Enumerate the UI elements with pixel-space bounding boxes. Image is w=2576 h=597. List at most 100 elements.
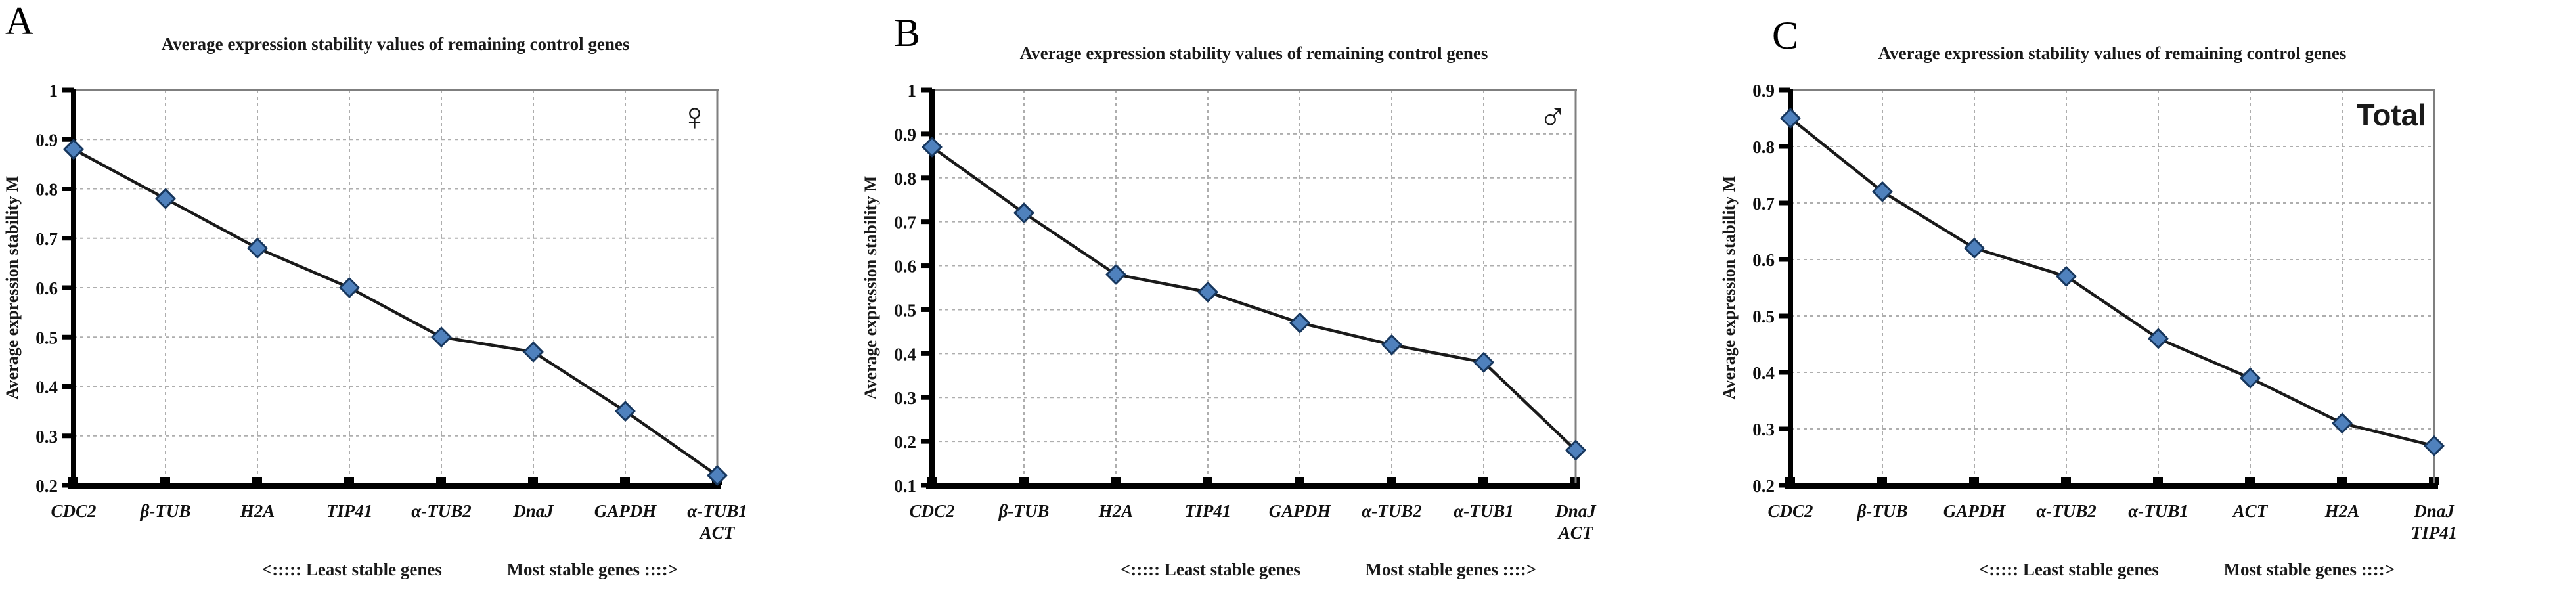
x-category-label: α-TUB1 <box>687 501 747 521</box>
x-category-label: TIP41 <box>2411 523 2458 542</box>
data-point-marker <box>2332 412 2353 433</box>
y-tick-label: 0.2 <box>894 432 916 452</box>
x-category-label: H2A <box>240 501 275 521</box>
most-stable-genes-label: Most stable genes ::::> <box>2223 560 2395 579</box>
y-tick-label: 0.2 <box>1752 476 1775 496</box>
y-tick-label: 0.5 <box>1752 307 1775 326</box>
y-axis-tick <box>1779 370 1790 375</box>
plot-area-male: 1 0.9 0.8 0.7 0.6 0.5 0.4 0.3 0.2 0.1 CDC2 β-TUB H2A… <box>894 81 1597 542</box>
data-point-marker <box>523 342 544 363</box>
y-axis-tick <box>1779 87 1790 93</box>
data-point-marker <box>1565 439 1586 460</box>
panel-letter-a: A <box>5 0 34 43</box>
x-category-label: H2A <box>1098 501 1134 521</box>
x-category-label: β-TUB <box>998 501 1050 521</box>
y-axis-line <box>929 89 935 489</box>
x-category-label: ACT <box>2232 501 2269 521</box>
y-tick-label: 0.4 <box>894 344 916 364</box>
y-tick-label: 0.3 <box>1752 420 1775 439</box>
y-tick-label: 0.6 <box>894 257 916 276</box>
least-stable-genes-label: <::::: Least stable genes <box>261 560 442 579</box>
y-axis-tick <box>62 334 74 340</box>
y-axis-tick <box>1779 426 1790 431</box>
y-tick-label: 0.1 <box>894 476 916 496</box>
y-axis-tick <box>921 219 932 225</box>
y-axis-tick <box>62 187 74 191</box>
x-category-label: DnaJ <box>1555 501 1597 521</box>
y-tick-label: 0.9 <box>1752 81 1775 100</box>
y-axis-tick <box>1779 257 1790 262</box>
data-point-marker <box>1473 352 1494 373</box>
y-tick-label: 0.2 <box>35 476 58 496</box>
x-axis-line <box>68 483 721 489</box>
data-point-marker <box>63 139 84 160</box>
x-category-label: β-TUB <box>140 501 191 521</box>
data-point-marker <box>2240 368 2261 389</box>
x-category-label: CDC2 <box>1767 501 1813 521</box>
x-category-label: GAPDH <box>1269 501 1331 521</box>
y-axis-tick <box>1779 144 1790 149</box>
y-axis-tick <box>62 433 74 439</box>
y-axis-tick <box>921 439 932 444</box>
data-point-marker <box>1872 181 1893 202</box>
most-stable-genes-label: Most stable genes ::::> <box>506 560 678 579</box>
y-axis-tick <box>921 87 932 93</box>
chart-title: Average expression stability values of r… <box>161 34 630 54</box>
y-axis-tick <box>1779 200 1790 206</box>
x-category-label: ACT <box>699 523 736 542</box>
y-axis-tick <box>921 351 932 356</box>
x-axis-line <box>926 483 1580 489</box>
data-point-marker <box>431 326 452 347</box>
data-point-marker <box>247 238 268 259</box>
data-point-marker <box>339 277 360 298</box>
y-axis-line <box>1788 89 1793 489</box>
y-tick-label: 0.6 <box>1752 250 1775 270</box>
x-category-label: TIP41 <box>1185 501 1232 521</box>
y-tick-label: 0.4 <box>35 378 58 397</box>
total-label: Total <box>2356 98 2426 132</box>
y-axis-tick <box>62 285 74 290</box>
y-tick-label: 0.6 <box>35 278 58 298</box>
y-axis-tick <box>921 307 932 312</box>
y-tick-label: 0.8 <box>894 169 916 188</box>
y-tick-label: 0.5 <box>35 328 58 347</box>
series-line <box>72 148 719 477</box>
y-tick-label: 0.9 <box>35 130 58 150</box>
y-tick-label: 0.7 <box>894 213 916 232</box>
least-stable-genes-label: <::::: Least stable genes <box>1120 560 1300 579</box>
y-tick-label: 0.9 <box>894 125 916 144</box>
data-point-marker <box>615 401 636 422</box>
x-axis-line <box>1785 483 2438 489</box>
panel-b: B Average expression stability values of… <box>858 0 1717 597</box>
least-stable-genes-label: <::::: Least stable genes <box>1978 560 2159 579</box>
data-point-marker <box>1105 264 1126 285</box>
y-tick-label: 0.4 <box>1752 363 1775 383</box>
y-axis-tick <box>62 137 74 142</box>
data-point-marker <box>2424 435 2445 456</box>
female-symbol: ♀ <box>680 95 709 139</box>
y-axis-tick <box>1779 313 1790 319</box>
data-point-marker <box>707 465 728 486</box>
x-category-label: ACT <box>1557 523 1594 542</box>
y-axis-tick <box>921 395 932 400</box>
data-point-marker <box>2148 328 2169 349</box>
x-category-label: GAPDH <box>594 501 657 521</box>
series-line <box>1789 117 2435 447</box>
plot-area-female: 1 0.9 0.8 0.7 0.6 0.5 0.4 0.3 0.2 CDC2 β-TUB H2A TIP… <box>35 81 747 542</box>
y-tick-label: 0.7 <box>1752 194 1775 213</box>
plot-area-total: 0.9 0.8 0.7 0.6 0.5 0.4 0.3 0.2 CDC2 β-TUB GAPDH α-… <box>1752 81 2458 542</box>
y-tick-label: 0.8 <box>1752 137 1775 157</box>
x-category-label: CDC2 <box>909 501 954 521</box>
x-category-label: α-TUB2 <box>1362 501 1421 521</box>
y-tick-label: 0.3 <box>894 388 916 408</box>
y-axis-tick <box>921 263 932 269</box>
data-point-marker <box>1780 108 1801 129</box>
data-point-marker <box>1381 334 1402 355</box>
chart-title: Average expression stability values of r… <box>1878 43 2347 63</box>
x-category-label: α-TUB2 <box>411 501 471 521</box>
x-category-label: CDC2 <box>51 501 96 521</box>
data-point-marker <box>2056 266 2077 287</box>
panel-letter-b: B <box>894 11 921 55</box>
x-category-label: GAPDH <box>1943 501 2006 521</box>
